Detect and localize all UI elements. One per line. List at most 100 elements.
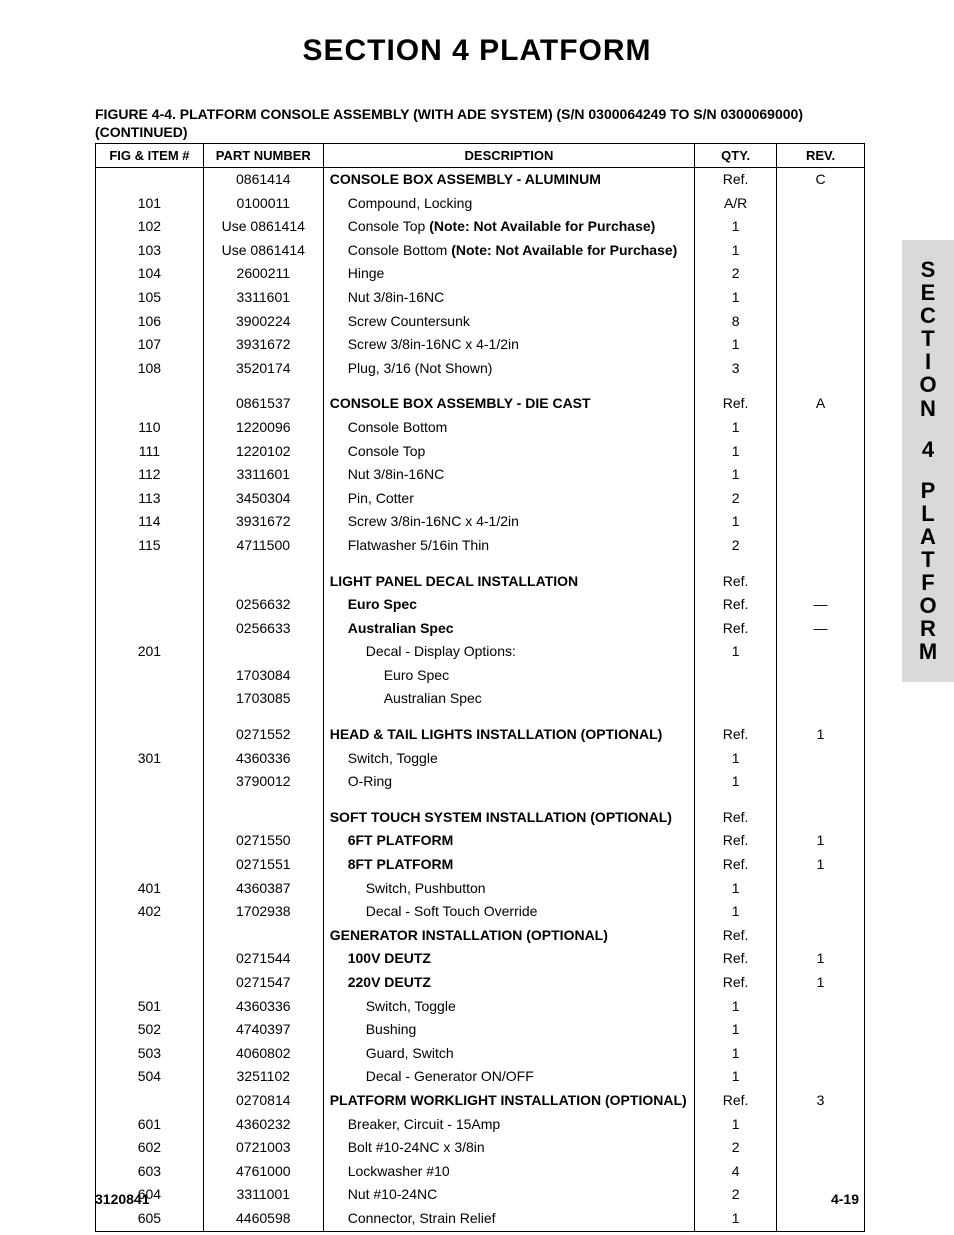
cell: Ref. [695, 723, 777, 747]
cell [777, 570, 865, 594]
cell [777, 487, 865, 511]
cell: 501 [96, 995, 204, 1019]
col-rev-header: REV. [777, 144, 865, 168]
cell: 504 [96, 1065, 204, 1089]
cell: Ref. [695, 971, 777, 995]
table-row: 02715518FT PLATFORMRef.1 [96, 853, 865, 877]
table-row: 0256633Australian SpecRef.— [96, 617, 865, 641]
table-row: 1703084Euro Spec [96, 664, 865, 688]
cell [777, 1113, 865, 1137]
cell: 503 [96, 1042, 204, 1066]
cell-description: Bushing [323, 1018, 694, 1042]
cell: 0271552 [203, 723, 323, 747]
table-row: 103Use 0861414Console Bottom (Note: Not … [96, 239, 865, 263]
cell [777, 262, 865, 286]
cell [96, 770, 204, 794]
cell: 1 [695, 463, 777, 487]
side-tab-letter: S [902, 258, 954, 281]
cell: 1 [777, 829, 865, 853]
table-row: 0270814PLATFORM WORKLIGHT INSTALLATION (… [96, 1089, 865, 1113]
side-tab-letter: T [902, 327, 954, 350]
cell-description: Decal - Generator ON/OFF [323, 1065, 694, 1089]
cell: Use 0861414 [203, 239, 323, 263]
cell: 502 [96, 1018, 204, 1042]
table-row: 5024740397Bushing1 [96, 1018, 865, 1042]
parts-table: FIG & ITEM # PART NUMBER DESCRIPTION QTY… [95, 143, 865, 1232]
cell: — [777, 593, 865, 617]
cell: 0861537 [203, 392, 323, 416]
cell-description: PLATFORM WORKLIGHT INSTALLATION (OPTIONA… [323, 1089, 694, 1113]
cell [203, 924, 323, 948]
cell [695, 687, 777, 711]
cell [96, 570, 204, 594]
side-tab-letter: I [902, 350, 954, 373]
table-row: 5034060802Guard, Switch1 [96, 1042, 865, 1066]
cell: 1 [695, 900, 777, 924]
cell: 4360336 [203, 995, 323, 1019]
cell-description: 6FT PLATFORM [323, 829, 694, 853]
cell [203, 640, 323, 664]
cell-description: Screw 3/8in-16NC x 4-1/2in [323, 333, 694, 357]
table-row: 4021702938Decal - Soft Touch Override1 [96, 900, 865, 924]
cell: 2 [695, 534, 777, 558]
cell-description: Screw Countersunk [323, 310, 694, 334]
table-body: 0861414CONSOLE BOX ASSEMBLY - ALUMINUMRe… [96, 168, 865, 1232]
cell: 3251102 [203, 1065, 323, 1089]
cell: 0721003 [203, 1136, 323, 1160]
cell [777, 463, 865, 487]
cell: 1 [695, 416, 777, 440]
col-desc-header: DESCRIPTION [323, 144, 694, 168]
cell [96, 1089, 204, 1113]
cell-description: 8FT PLATFORM [323, 853, 694, 877]
cell: 4360232 [203, 1113, 323, 1137]
cell [777, 1042, 865, 1066]
cell: Ref. [695, 947, 777, 971]
cell: C [777, 168, 865, 192]
table-header: FIG & ITEM # PART NUMBER DESCRIPTION QTY… [96, 144, 865, 168]
cell: 114 [96, 510, 204, 534]
table-row: 1073931672Screw 3/8in-16NC x 4-1/2in1 [96, 333, 865, 357]
cell [777, 770, 865, 794]
side-tab-letter: M [902, 640, 954, 663]
table-row: 5043251102Decal - Generator ON/OFF1 [96, 1065, 865, 1089]
cell: 3 [695, 357, 777, 381]
cell: 102 [96, 215, 204, 239]
cell: 2600211 [203, 262, 323, 286]
cell: 0270814 [203, 1089, 323, 1113]
cell: 3900224 [203, 310, 323, 334]
cell: 4460598 [203, 1207, 323, 1231]
side-tab: SECTION4PLATFORM [902, 240, 954, 682]
cell: 4360336 [203, 747, 323, 771]
cell [96, 971, 204, 995]
cell: 601 [96, 1113, 204, 1137]
cell [777, 215, 865, 239]
cell [96, 806, 204, 830]
table-row: 0271552HEAD & TAIL LIGHTS INSTALLATION (… [96, 723, 865, 747]
table-row: 0271547220V DEUTZRef.1 [96, 971, 865, 995]
cell: 115 [96, 534, 204, 558]
side-tab-letter: A [902, 525, 954, 548]
cell: 2 [695, 487, 777, 511]
cell-description: Pin, Cotter [323, 487, 694, 511]
side-tab-letter: P [902, 479, 954, 502]
cell: Ref. [695, 168, 777, 192]
cell-description: CONSOLE BOX ASSEMBLY - DIE CAST [323, 392, 694, 416]
cell: 110 [96, 416, 204, 440]
table-row: 1101220096Console Bottom1 [96, 416, 865, 440]
cell: 1 [695, 1113, 777, 1137]
cell: 1703085 [203, 687, 323, 711]
cell-description: Console Top [323, 440, 694, 464]
cell: 1 [777, 723, 865, 747]
cell [777, 1207, 865, 1231]
cell-description: Breaker, Circuit - 15Amp [323, 1113, 694, 1137]
cell: 4740397 [203, 1018, 323, 1042]
cell [777, 1136, 865, 1160]
cell: Ref. [695, 806, 777, 830]
cell: Ref. [695, 392, 777, 416]
cell: 1 [695, 877, 777, 901]
cell: 103 [96, 239, 204, 263]
cell: 1 [695, 333, 777, 357]
table-row: 1143931672Screw 3/8in-16NC x 4-1/2in1 [96, 510, 865, 534]
cell: 1220102 [203, 440, 323, 464]
cell-description: 100V DEUTZ [323, 947, 694, 971]
